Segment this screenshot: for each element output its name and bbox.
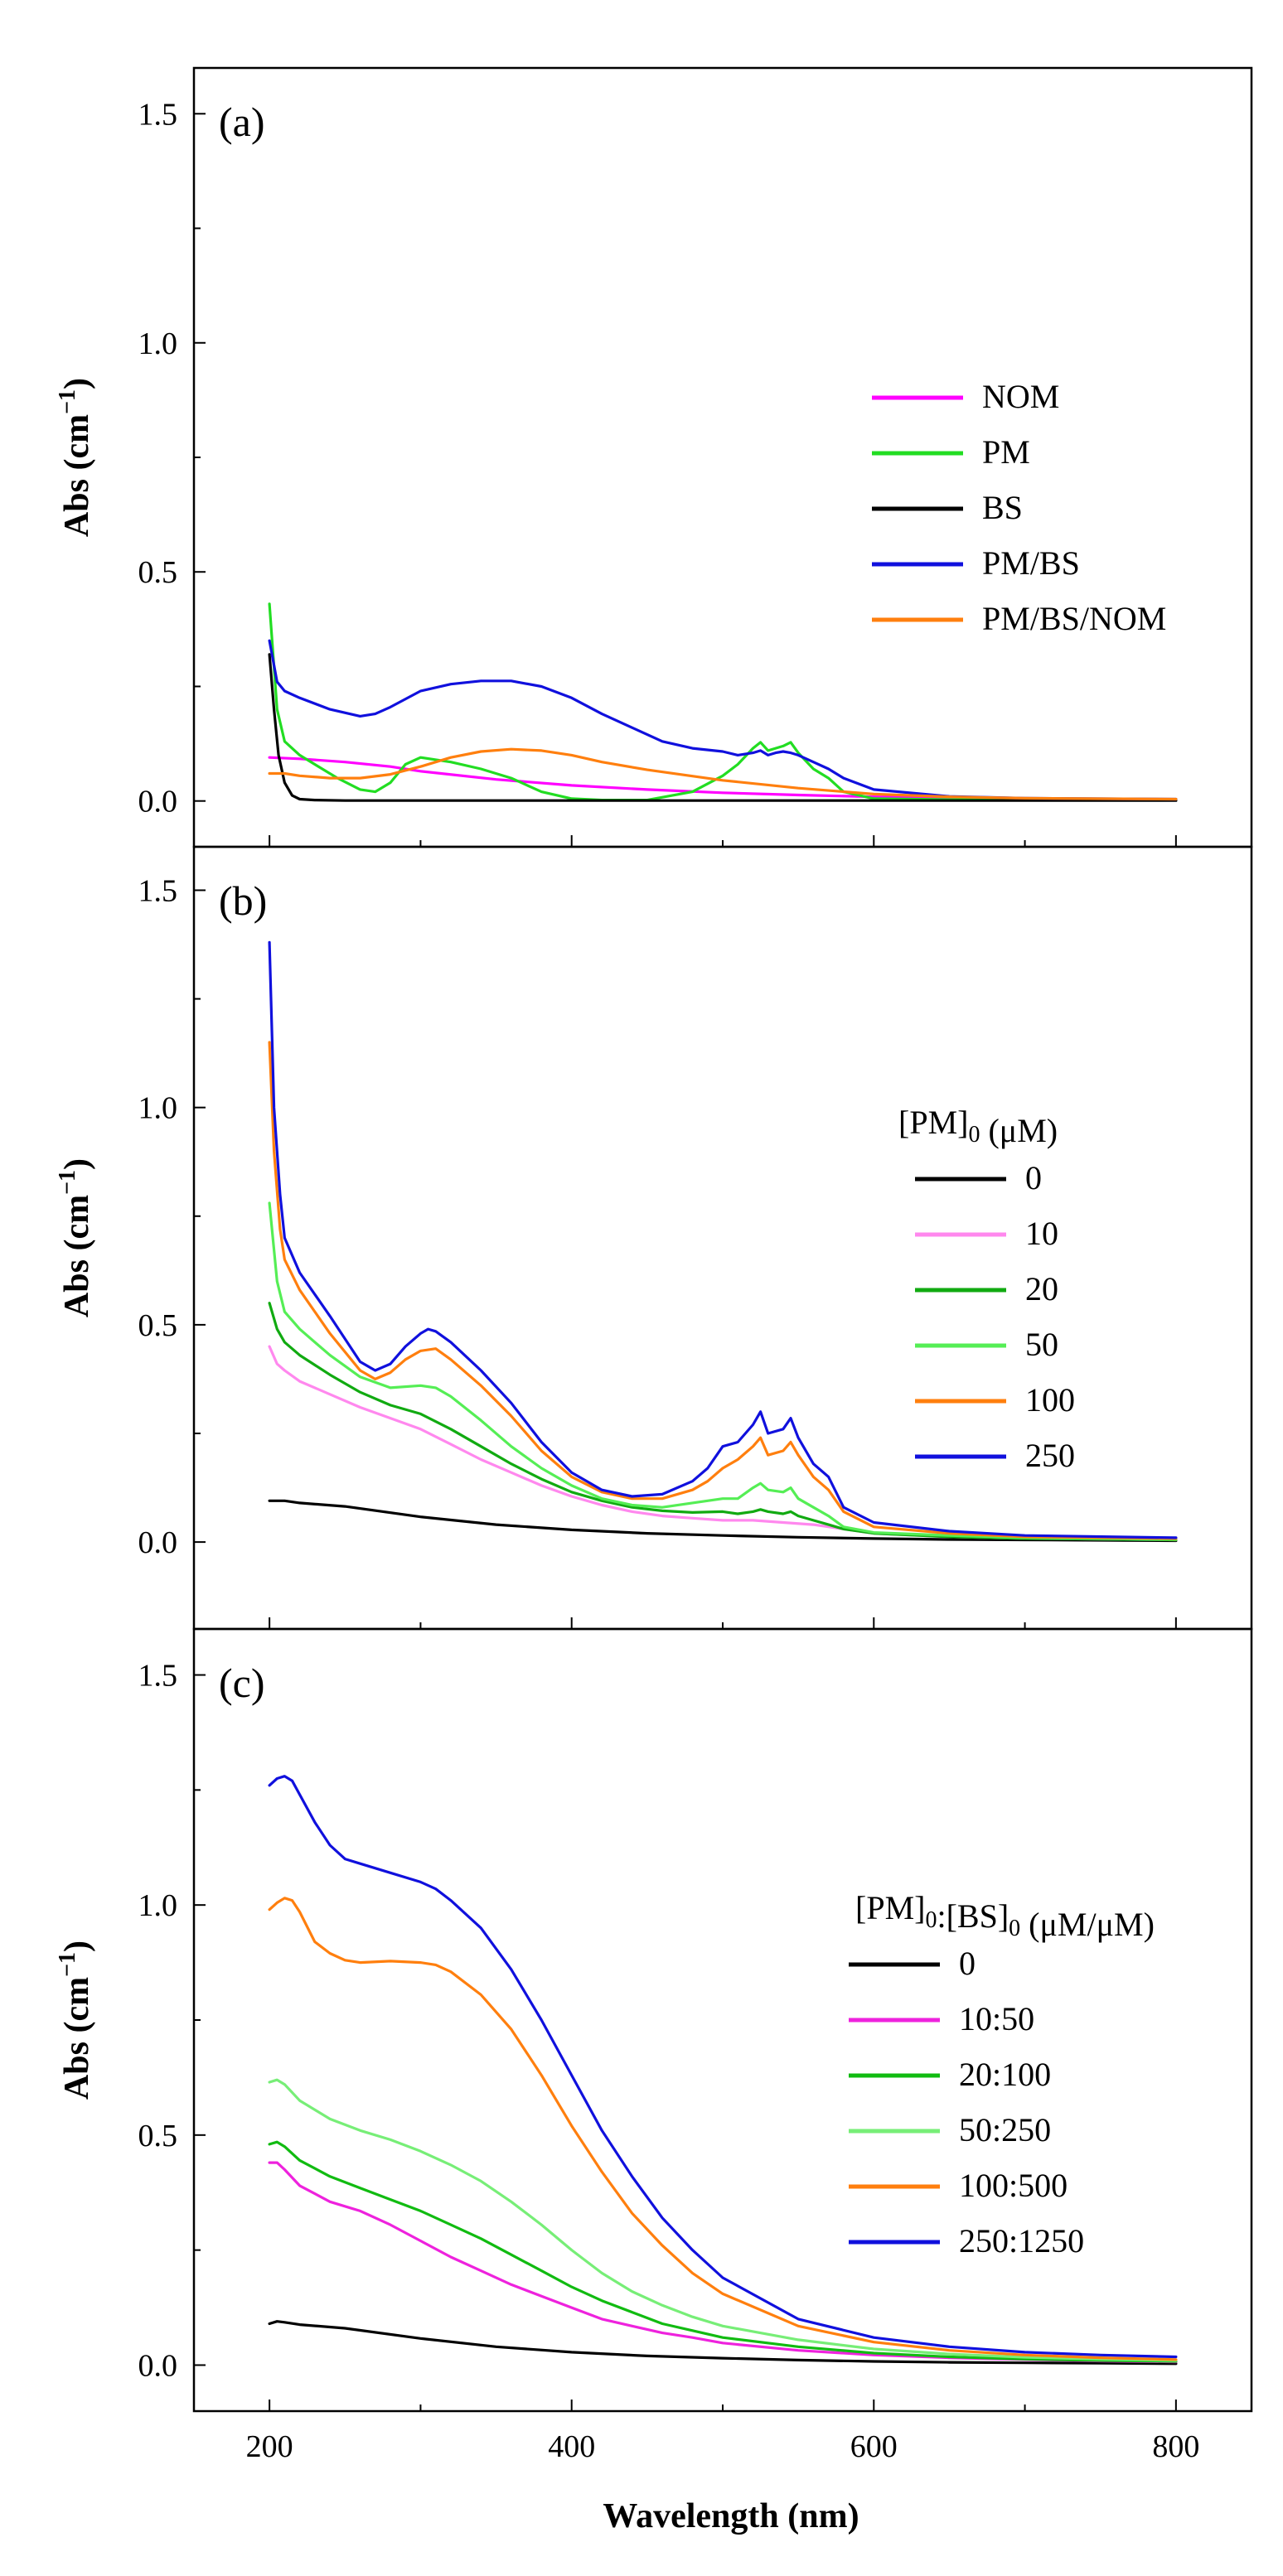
legend-entry: 50 [1025, 1326, 1058, 1363]
panel-b: 0.0 0.5 1.0 1.5 Abs (cm−1) (b) [PM]0 (μM) 0 10 20… [55, 845, 1253, 1631]
y-axis: 0.0 0.5 1.0 1.5 [138, 97, 206, 819]
panel-label: (a) [219, 99, 265, 145]
series-line-BS [268, 653, 1178, 802]
legend-entry: 0 [959, 1945, 976, 1982]
legend-title: [PM]0:[BS]0 (μM/μM) [855, 1889, 1155, 1943]
y-axis-title: Abs (cm−1) [55, 1940, 96, 2100]
series-lines [268, 602, 1178, 802]
y-tick-label: 0.5 [138, 1308, 178, 1343]
series-line-100-500 [268, 1897, 1178, 2361]
series-line-PM-BS-NOM [268, 747, 1178, 801]
legend-entry: PM/BS [982, 544, 1080, 582]
series-line-50 [268, 1201, 1178, 1541]
y-tick-label: 1.5 [138, 97, 178, 132]
x-axis [269, 1617, 1177, 1629]
panel-a: 0.0 0.5 1.0 1.5 Abs (cm−1) (a) NOM PM BS PM/BS PM/… [55, 66, 1253, 848]
x-tick-label: 400 [548, 2429, 595, 2464]
panel-label: (c) [219, 1660, 265, 1706]
series-line-0 [268, 2320, 1178, 2366]
y-tick-label: 0.0 [138, 785, 178, 819]
y-tick-label: 1.0 [138, 326, 178, 361]
x-axis: 200 400 600 800 [246, 2400, 1199, 2464]
panel-label: (b) [219, 877, 267, 924]
series-line-20-100 [268, 2140, 1178, 2363]
y-tick-label: 1.0 [138, 1091, 178, 1126]
y-axis-title: Abs (cm−1) [55, 378, 96, 537]
legend-entry: NOM [982, 378, 1059, 415]
y-tick-label: 0.0 [138, 2348, 178, 2383]
x-axis [269, 835, 1177, 847]
series-lines [268, 1775, 1178, 2366]
legend: [PM]0:[BS]0 (μM/μM)0 10:50 20:100 50:250 100… [849, 1889, 1155, 2259]
series-line-PM-BS [268, 639, 1178, 801]
series-line-10-50 [268, 2161, 1178, 2364]
y-tick-label: 0.5 [138, 2119, 178, 2153]
legend-entry: 250 [1025, 1437, 1075, 1474]
legend-entry: 250:1250 [959, 2222, 1084, 2259]
x-tick-label: 200 [246, 2429, 293, 2464]
legend-entry: 100:500 [959, 2167, 1068, 2204]
legend-entry: 50:250 [959, 2111, 1051, 2148]
y-axis: 0.0 0.5 1.0 1.5 [138, 1659, 206, 2383]
legend: NOM PM BS PM/BS PM/BS/NOM [872, 378, 1166, 637]
x-axis-title: Wavelength (nm) [603, 2497, 859, 2535]
x-tick-label: 600 [850, 2429, 898, 2464]
plot-frame [192, 66, 1253, 848]
series-line-0 [268, 1499, 1178, 1543]
series-line-100 [268, 1041, 1178, 1540]
legend-entry: 20:100 [959, 2056, 1051, 2093]
y-tick-label: 1.0 [138, 1888, 178, 1923]
y-axis-title: Abs (cm−1) [55, 1158, 96, 1317]
y-tick-label: 0.0 [138, 1525, 178, 1560]
legend: [PM]0 (μM) 0 10 20 50 100 250 [898, 1104, 1075, 1474]
legend-entry: 10:50 [959, 2000, 1034, 2037]
panel-c: 0.0 0.5 1.0 1.5 Abs (cm−1) (c) 200 400 600 800 Wav… [55, 1627, 1253, 2535]
series-line-50-250 [268, 2078, 1178, 2362]
legend-entry: 10 [1025, 1215, 1058, 1252]
legend-entry: 20 [1025, 1270, 1058, 1307]
legend-entry: 100 [1025, 1381, 1075, 1418]
legend-entry: 0 [1025, 1159, 1042, 1196]
legend-entry: BS [982, 489, 1023, 526]
legend-entry: PM [982, 433, 1030, 471]
y-tick-label: 1.5 [138, 1659, 178, 1694]
series-line-250 [268, 940, 1178, 1539]
series-lines [268, 940, 1178, 1543]
y-axis: 0.0 0.5 1.0 1.5 [138, 873, 206, 1560]
series-line-20 [268, 1302, 1178, 1542]
x-tick-label: 800 [1152, 2429, 1199, 2464]
legend-title: [PM]0 (μM) [898, 1104, 1058, 1149]
series-line-250-1250 [268, 1775, 1178, 2359]
y-tick-label: 0.5 [138, 555, 178, 590]
legend-entry: PM/BS/NOM [982, 600, 1166, 637]
y-tick-label: 1.5 [138, 873, 178, 908]
